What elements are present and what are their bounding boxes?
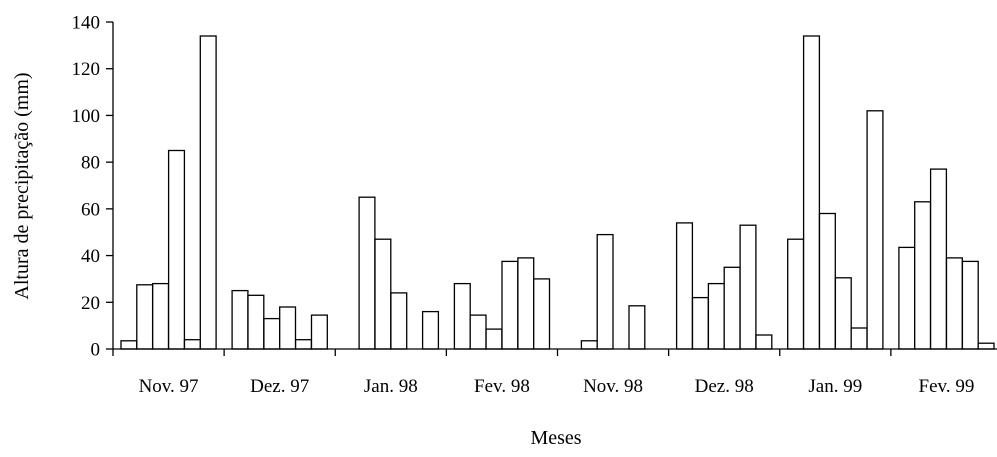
bar [517,257,535,350]
bar [358,196,376,350]
bar [755,334,773,350]
bar [914,201,932,350]
bar [691,296,709,350]
y-tick-label: 100 [72,106,101,127]
bar [136,284,154,350]
bar [929,168,948,350]
bar [580,340,598,350]
bar [485,328,503,350]
bar [818,212,836,350]
bar [596,233,614,350]
bar [739,224,757,350]
bar [501,260,519,350]
x-tick-label: Dez. 97 [250,376,309,397]
x-tick-label: Jan. 99 [808,376,862,397]
axes-layer: 0 20 40 60 80 100 120 140 Nov. 97 Dez. 97 Jan. 98 F… [72,13,997,397]
y-axis-title: Altura de precipitação (mm) [11,72,33,299]
y-tick-label: 0 [91,340,101,361]
bar [675,222,694,350]
y-tick-label: 80 [81,153,100,174]
bar [850,327,868,350]
x-tick-label: Jan. 98 [364,376,418,397]
bar [183,339,201,350]
bar [628,305,646,350]
x-tick-label: Fev. 99 [919,376,975,397]
x-tick-label: Dez. 98 [695,376,754,397]
bar [421,310,440,350]
bar [533,278,551,350]
bar [263,317,281,350]
bars-layer [120,35,995,350]
bar [802,35,821,350]
y-tick-label: 40 [81,246,100,267]
bar [374,238,392,350]
bar [120,340,138,350]
bar [294,339,313,350]
x-tick-label: Nov. 98 [583,376,643,397]
bar [247,294,265,350]
y-tick-label: 20 [81,293,100,314]
bar [723,266,741,350]
bar [199,35,217,350]
y-tick-label: 60 [81,199,100,220]
x-tick-label: Nov. 97 [139,376,199,397]
bar [310,314,328,350]
bar [945,257,963,350]
bar [866,110,884,350]
x-tick-label: Fev. 98 [474,376,530,397]
y-tick-label: 120 [72,59,101,80]
bar [453,282,471,350]
bar [167,149,186,350]
bar [390,292,408,350]
bar [279,306,297,350]
x-axis-title: Meses [530,427,581,449]
bar [977,342,995,350]
bar [898,246,916,350]
bar [469,314,487,350]
bar [961,260,979,350]
bar [231,289,249,350]
bar [834,277,852,350]
bar [152,282,170,350]
y-tick-label: 140 [72,13,101,34]
bar [787,238,805,350]
bar [707,282,725,350]
